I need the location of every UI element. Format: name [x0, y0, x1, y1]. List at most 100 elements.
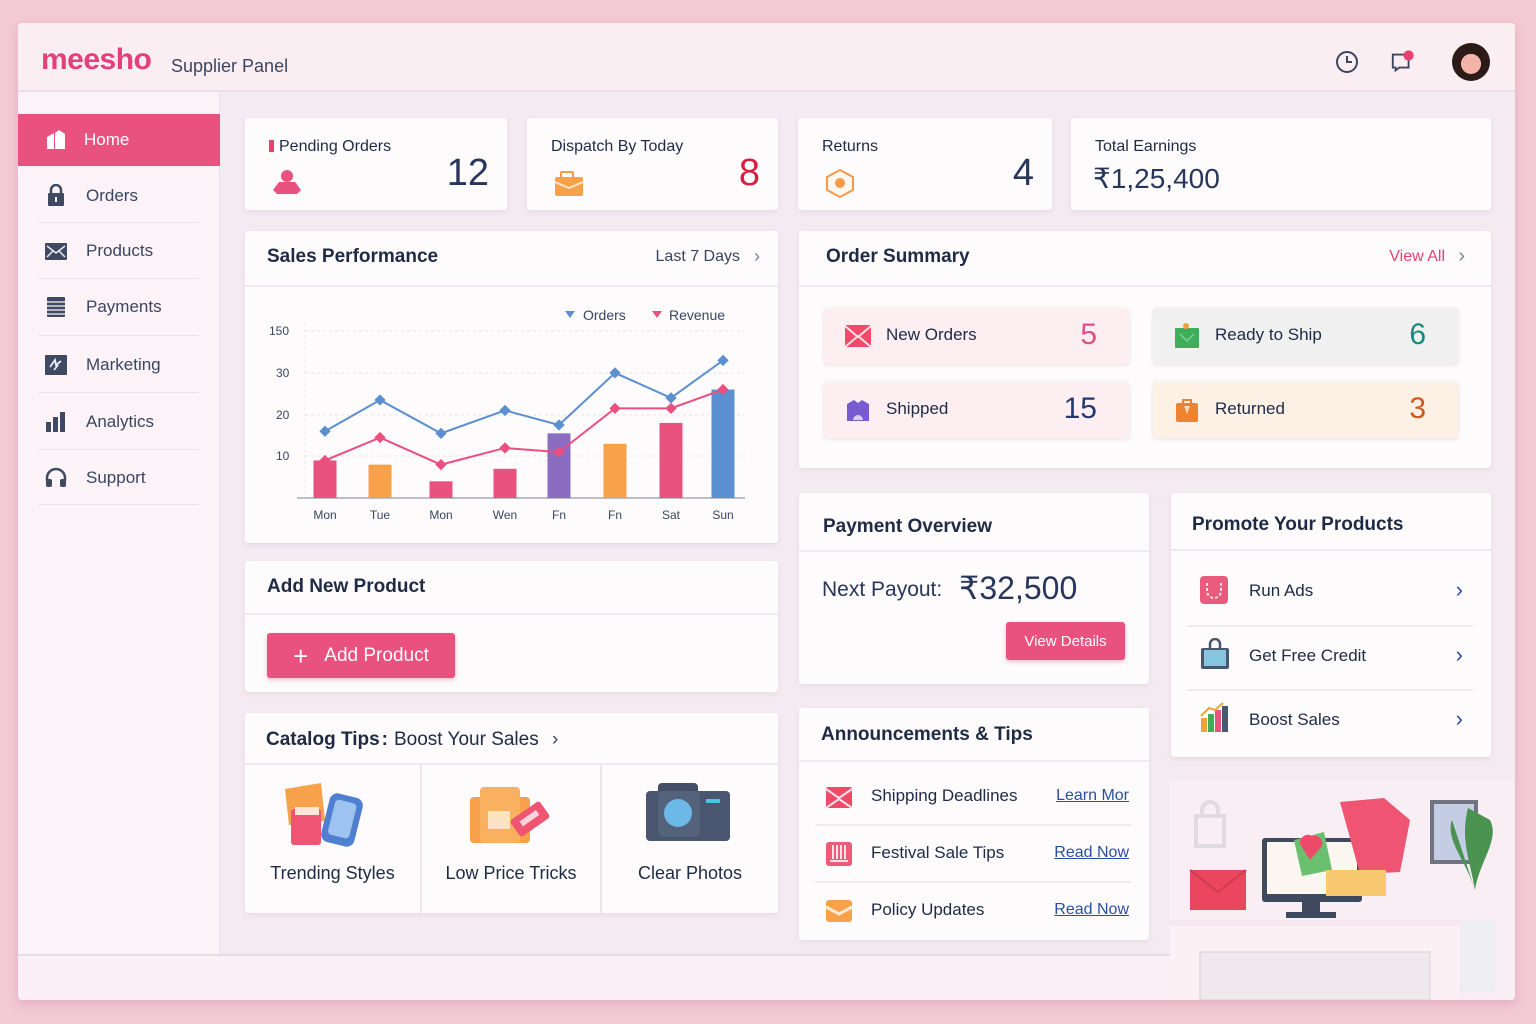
divider	[815, 881, 1131, 883]
x-axis-label: Mon	[313, 508, 336, 522]
divider	[38, 504, 198, 505]
announcements-card: Announcements & Tips Shipping Deadlines …	[799, 708, 1149, 940]
boost-sales-chart-icon	[1200, 702, 1228, 732]
tip-label: Low Price Tricks	[445, 863, 577, 883]
tile-label: New Orders	[886, 325, 977, 344]
sidebar-item-payments[interactable]: Payments	[18, 281, 220, 333]
chat-notification-icon[interactable]	[1390, 49, 1416, 75]
add-product-button[interactable]: + Add Product	[267, 633, 455, 678]
tip-clear-photos[interactable]: Clear Photos	[602, 765, 778, 913]
shipped-box-icon	[847, 400, 869, 421]
date-range-selector[interactable]: Last 7 Days	[655, 248, 740, 265]
promote-boost-sales[interactable]: Boost Sales ›	[1187, 692, 1473, 748]
tip-trending-styles[interactable]: Trending Styles	[245, 765, 422, 913]
promote-label: Get Free Credit	[1249, 646, 1367, 665]
promote-free-credit[interactable]: Get Free Credit ›	[1187, 628, 1473, 684]
chevron-right-icon[interactable]: ›	[1458, 245, 1465, 267]
sidebar: Home Orders Products Payments	[18, 92, 220, 954]
data-point-marker	[717, 354, 729, 367]
legend-revenue-marker	[652, 311, 662, 318]
view-details-button[interactable]: View Details	[1006, 622, 1125, 660]
stat-title: Pending Orders	[279, 138, 392, 155]
learn-more-link[interactable]: Learn Mor	[1056, 787, 1129, 804]
announcement-row[interactable]: Festival Sale Tips Read Now	[815, 825, 1131, 881]
sidebar-item-home[interactable]: Home	[18, 114, 220, 166]
card-title: Payment Overview	[823, 516, 992, 537]
new-orders-envelope-icon	[844, 325, 872, 348]
divider	[1187, 625, 1473, 627]
divider	[38, 449, 198, 450]
payments-icon	[47, 297, 65, 317]
people-icon	[273, 170, 301, 194]
chart-bar	[313, 460, 337, 498]
view-all-link[interactable]: View All	[1389, 248, 1445, 265]
tile-shipped[interactable]: Shipped 15	[824, 382, 1129, 438]
tile-value: 6	[1409, 318, 1426, 351]
policy-mail-icon	[825, 900, 853, 922]
returned-bag-icon	[1176, 399, 1198, 422]
payment-overview-card: Payment Overview Next Payout: ₹32,500 Vi…	[799, 493, 1149, 684]
sidebar-item-support[interactable]: Support	[18, 452, 220, 504]
svg-text:10: 10	[276, 449, 290, 463]
stat-card-dispatch[interactable]: Dispatch By Today 8	[527, 118, 778, 210]
card-title: Announcements & Tips	[821, 724, 1033, 745]
data-point-marker	[499, 442, 511, 454]
promote-label: Run Ads	[1249, 581, 1314, 600]
clock-icon[interactable]	[1334, 49, 1360, 75]
shopping-bag-icon	[1175, 323, 1199, 348]
sidebar-item-analytics[interactable]: Analytics	[18, 396, 220, 448]
stat-card-pending-orders[interactable]: Pending Orders 12	[245, 118, 507, 210]
panel-subtitle: Supplier Panel	[171, 56, 289, 76]
add-product-card: Add New Product + Add Product	[245, 561, 778, 692]
read-now-link[interactable]: Read Now	[1054, 901, 1129, 918]
meesho-logo[interactable]: meesho	[41, 43, 152, 76]
read-now-link[interactable]: Read Now	[1054, 844, 1129, 861]
chart-bar	[711, 389, 735, 498]
chart-bar	[547, 433, 571, 498]
card-header: Announcements & Tips	[799, 708, 1149, 762]
announcement-row[interactable]: Policy Updates Read Now	[815, 882, 1131, 938]
tile-returned[interactable]: Returned 3	[1153, 382, 1458, 438]
shopping-bag-credit-icon	[1201, 638, 1229, 669]
card-header: Order Summary View All ›	[799, 231, 1491, 287]
divider	[815, 824, 1131, 826]
sidebar-item-marketing[interactable]: Marketing	[18, 339, 220, 391]
tile-ready-to-ship[interactable]: Ready to Ship 6	[1153, 308, 1458, 364]
stat-card-earnings[interactable]: Total Earnings ₹1,25,400	[1071, 118, 1491, 210]
data-point-marker	[665, 392, 677, 404]
top-bar: meesho Supplier Panel	[18, 23, 1515, 92]
order-summary-card: Order Summary View All › New Orders 5 Re…	[799, 231, 1491, 468]
sidebar-item-label: Home	[84, 130, 130, 149]
card-header: Promote Your Products	[1171, 493, 1491, 551]
announcement-label: Shipping Deadlines	[871, 786, 1018, 805]
sidebar-item-label: Marketing	[86, 355, 161, 374]
data-point-marker	[553, 419, 565, 431]
announcement-row[interactable]: Shipping Deadlines Learn Mor	[815, 768, 1131, 824]
chevron-right-icon: ›	[1455, 706, 1463, 731]
x-axis-label: Sun	[712, 508, 733, 522]
package-icon	[554, 171, 584, 196]
sidebar-item-products[interactable]: Products	[18, 225, 220, 277]
card-header[interactable]: Catalog Tips: Boost Your Sales ›	[245, 713, 778, 765]
envelope-icon	[45, 243, 67, 260]
sidebar-item-orders[interactable]: Orders	[18, 170, 220, 222]
tile-value: 3	[1409, 392, 1426, 425]
tile-new-orders[interactable]: New Orders 5	[824, 308, 1129, 364]
chevron-right-icon: ›	[1455, 577, 1463, 602]
data-point-marker	[374, 394, 386, 406]
chevron-right-icon[interactable]: ›	[754, 246, 760, 266]
tip-low-price-tricks[interactable]: Low Price Tricks	[422, 765, 602, 913]
sidebar-item-label: Analytics	[86, 412, 155, 431]
data-point-marker	[435, 427, 447, 440]
user-avatar[interactable]	[1452, 43, 1490, 81]
card-header: Add New Product	[245, 561, 778, 615]
sales-chart: Orders Revenue 150 30 20 10 Mon Tue Mon Wen…	[269, 307, 745, 522]
data-point-marker	[717, 383, 729, 396]
stat-card-returns[interactable]: Returns 4	[798, 118, 1052, 210]
stat-value: 8	[738, 152, 760, 194]
promote-run-ads[interactable]: Run Ads ›	[1187, 563, 1473, 619]
plus-icon: +	[293, 640, 309, 671]
stat-title: Returns	[822, 138, 879, 155]
svg-text:150: 150	[269, 324, 289, 338]
sidebar-item-label: Products	[86, 241, 154, 260]
